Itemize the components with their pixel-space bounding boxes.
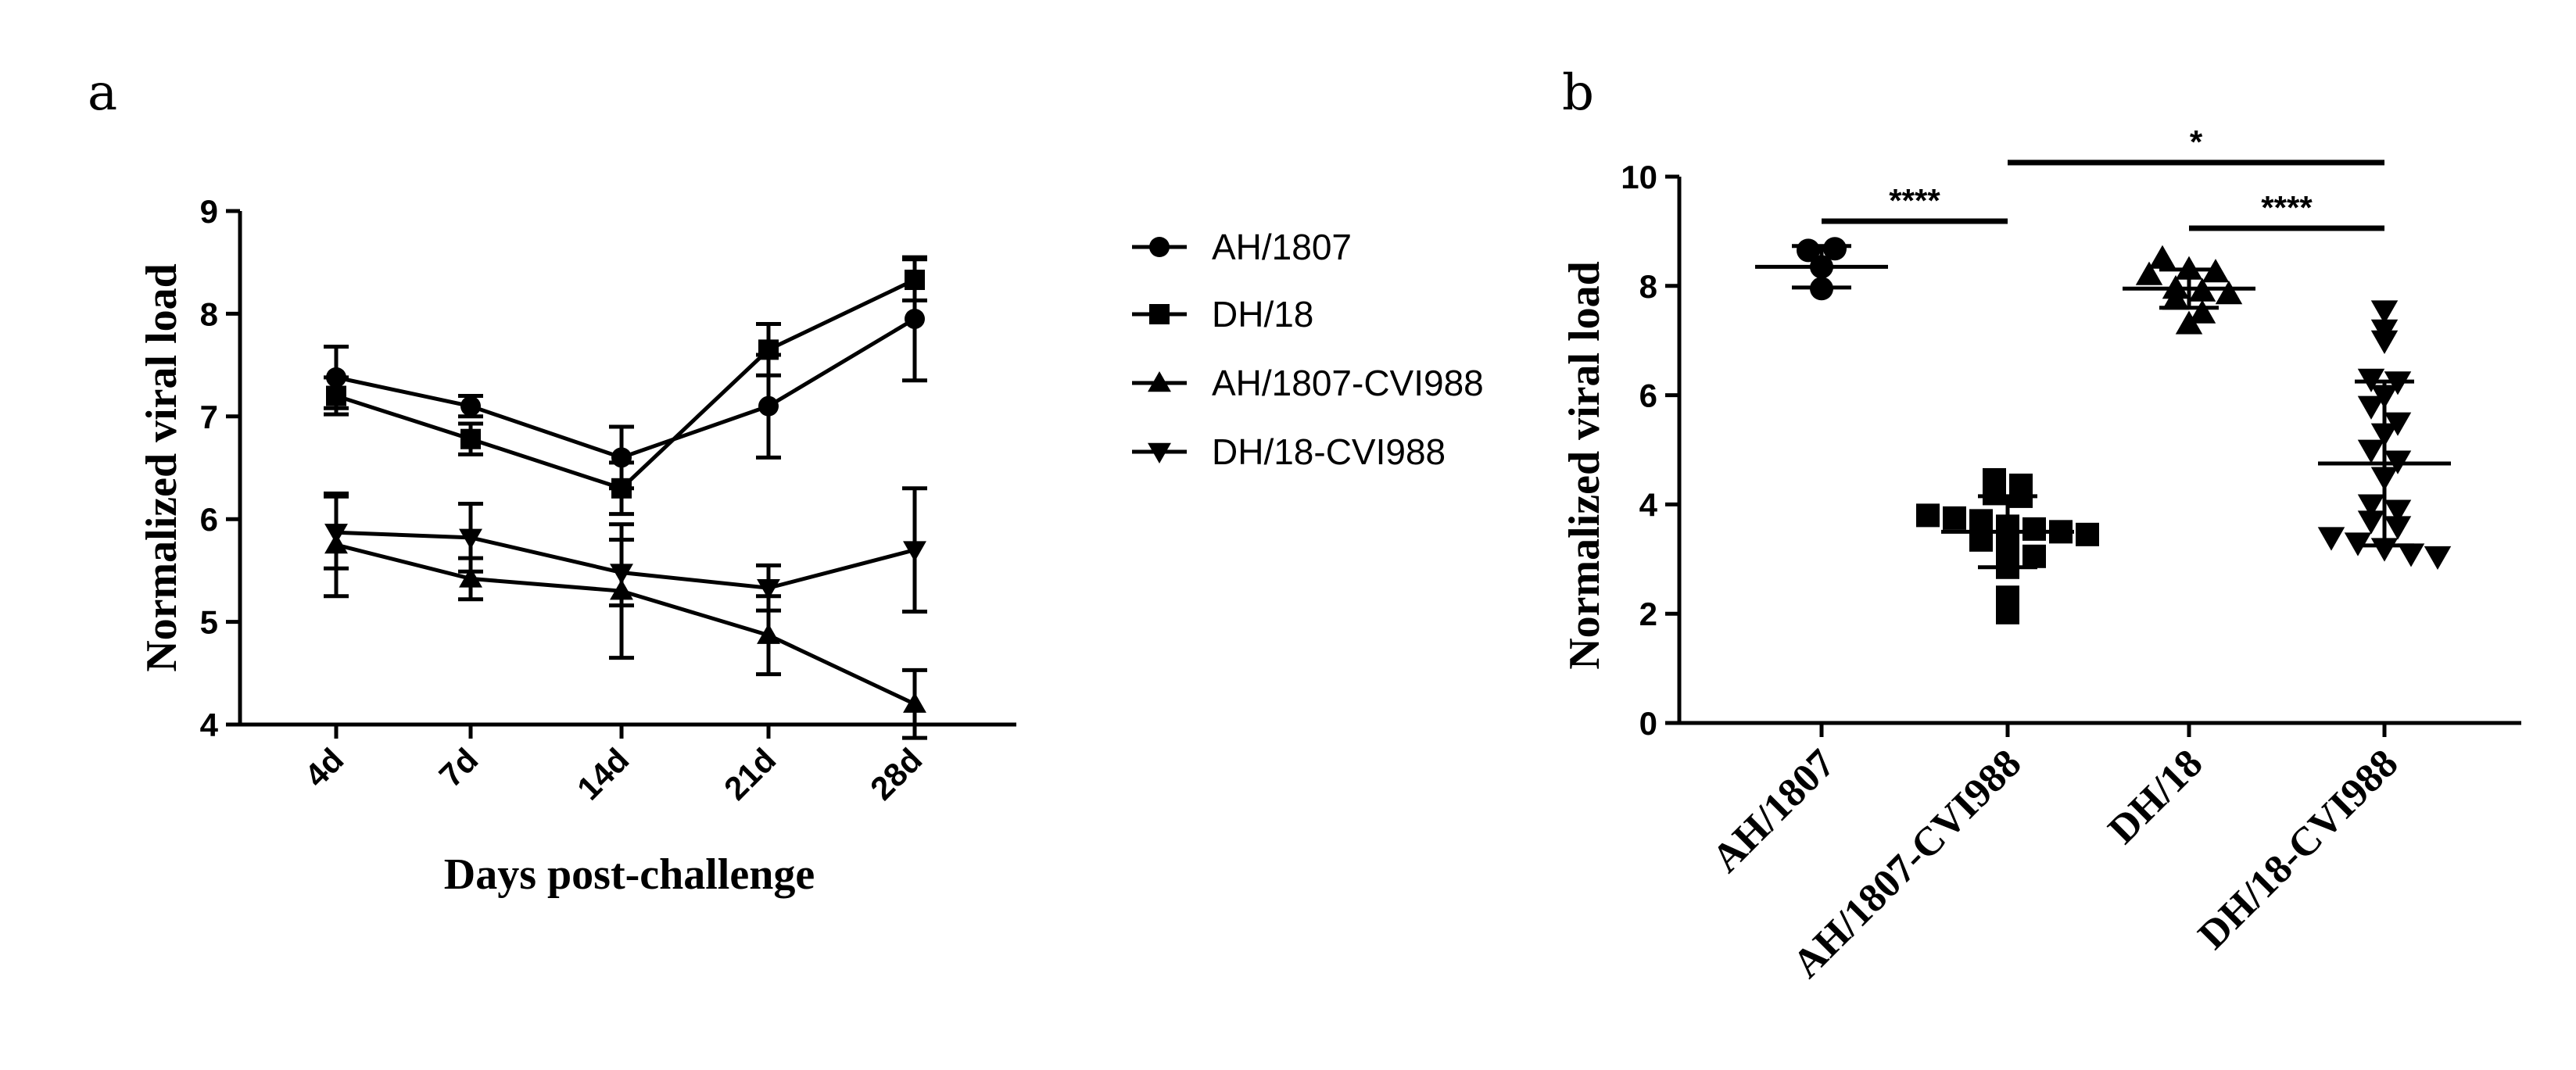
- data-point: [1983, 481, 2006, 506]
- legend-label: AH/1807: [1212, 227, 1352, 267]
- panel-a-legend: AH/1807 DH/18 AH/1807-CVI988 DH/18-CVI988: [1132, 227, 1484, 472]
- y-tick-label: 10: [1621, 159, 1657, 195]
- group-DH/18-CVI988: [2317, 300, 2452, 571]
- data-point: [2135, 261, 2163, 285]
- y-tick-label: 6: [1639, 378, 1657, 414]
- legend-marker: [1149, 304, 1170, 324]
- y-tick-label: 6: [200, 501, 218, 538]
- data-point: [2370, 300, 2399, 324]
- legend-marker: [1148, 371, 1171, 392]
- data-point: [757, 623, 780, 644]
- x-tick-label: DH/18: [2100, 741, 2211, 852]
- data-point: [2357, 510, 2385, 535]
- significance-label: *: [2190, 123, 2203, 160]
- data-point: [459, 528, 482, 549]
- data-point: [1916, 503, 1940, 528]
- data-point: [2022, 544, 2046, 568]
- data-point: [903, 541, 926, 562]
- data-point: [1943, 506, 1966, 530]
- data-point: [905, 270, 925, 291]
- data-point: [2215, 281, 2243, 305]
- y-tick-label: 9: [200, 193, 218, 230]
- y-tick-label: 7: [200, 399, 218, 435]
- data-point: [2357, 494, 2385, 518]
- significance-bracket: ****: [2189, 189, 2384, 231]
- data-point: [2175, 310, 2203, 335]
- series-AH/1807-CVI988: [324, 491, 927, 740]
- panel-b-letter: b: [1562, 64, 1594, 122]
- legend-label: DH/18: [1212, 294, 1313, 335]
- data-point: [2397, 543, 2425, 567]
- data-point: [1996, 600, 2019, 624]
- data-point: [459, 567, 482, 588]
- x-tick-label: AH/1807: [1704, 741, 1843, 881]
- y-tick-label: 4: [1639, 486, 1658, 523]
- data-point: [460, 395, 481, 417]
- y-tick-label: 0: [1639, 705, 1657, 742]
- x-axis-title: Days post-challenge: [444, 850, 815, 899]
- data-point: [2076, 522, 2099, 546]
- data-point: [2424, 546, 2452, 571]
- significance-bracket: ****: [1822, 182, 2008, 224]
- data-point: [610, 564, 633, 585]
- data-point: [2022, 517, 2046, 541]
- y-tick-label: 8: [1639, 268, 1657, 305]
- data-point: [2317, 527, 2345, 551]
- series-DH/18: [324, 257, 927, 517]
- data-point: [1823, 237, 1847, 261]
- data-point: [757, 579, 780, 600]
- series-line: [335, 317, 916, 460]
- series-AH/1807: [324, 255, 927, 491]
- data-point: [905, 308, 925, 329]
- significance-label: ****: [2261, 189, 2313, 226]
- legend-marker: [1149, 237, 1170, 257]
- data-point: [324, 524, 348, 545]
- significance-bracket: *: [2008, 123, 2384, 166]
- panel-a-line-chart: 4 5 6 7 8 9 4d 7d 14d 21d 28d Normalized viral load…: [138, 193, 1016, 899]
- x-tick-label: 21d: [717, 741, 783, 807]
- series-DH/18-CVI988: [324, 486, 927, 614]
- legend-label: AH/1807-CVI988: [1212, 363, 1484, 403]
- legend-label: DH/18-CVI988: [1212, 431, 1446, 472]
- y-tick-label: 8: [200, 295, 218, 332]
- data-point: [2357, 439, 2385, 463]
- significance-label: ****: [1889, 182, 1940, 219]
- x-tick-label: 4d: [297, 741, 350, 794]
- data-point: [2384, 412, 2412, 436]
- x-tick-label: 14d: [570, 741, 636, 807]
- data-point: [611, 478, 632, 499]
- x-tick-label: DH/18-CVI988: [2190, 741, 2406, 957]
- legend-marker: [1148, 442, 1171, 463]
- y-axis-title: Normalized viral load: [138, 263, 186, 672]
- group-AH/1807: [1755, 237, 1888, 301]
- y-axis-title: Normalized viral load: [1560, 261, 1609, 670]
- data-point: [2384, 516, 2412, 540]
- panel-a-letter: a: [88, 64, 117, 122]
- y-tick-label: 5: [200, 604, 218, 641]
- x-tick-label: 28d: [863, 741, 929, 807]
- y-tick-label: 4: [200, 707, 219, 743]
- x-tick-label: 7d: [432, 741, 485, 794]
- y-tick-label: 2: [1639, 596, 1657, 632]
- group-AH/1807-CVI988: [1916, 467, 2099, 624]
- data-point: [2148, 245, 2177, 269]
- data-point: [758, 339, 779, 360]
- data-point: [2384, 499, 2412, 524]
- data-point: [2357, 395, 2385, 420]
- data-point: [2162, 286, 2190, 310]
- data-point: [2188, 299, 2216, 324]
- data-point: [903, 692, 926, 713]
- data-point: [2370, 330, 2399, 354]
- data-point: [460, 428, 481, 449]
- data-point: [758, 395, 779, 417]
- data-point: [326, 385, 346, 406]
- group-DH/18: [2123, 245, 2255, 335]
